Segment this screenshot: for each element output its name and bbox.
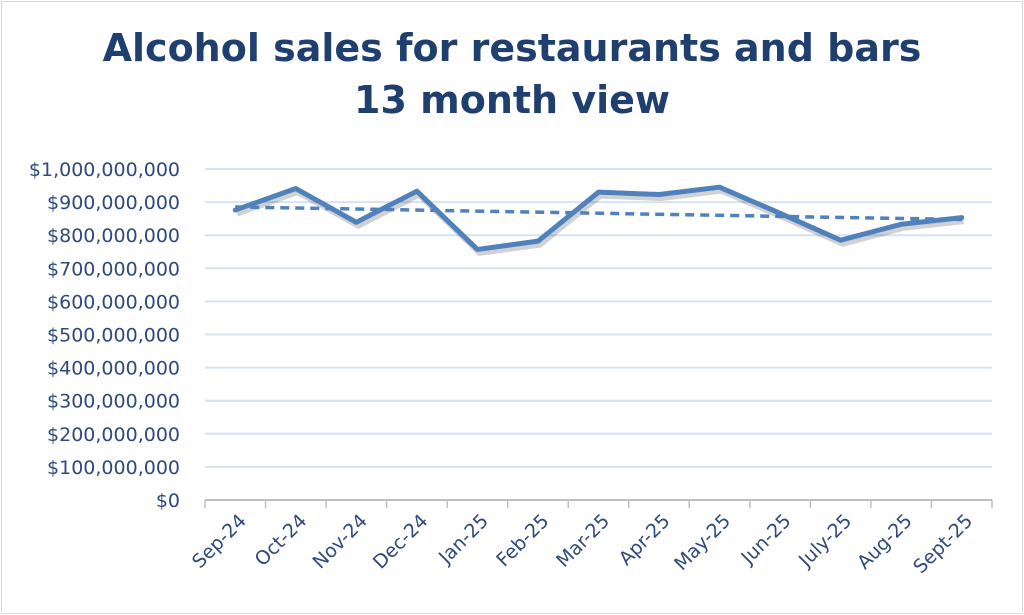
x-tick-label: Apr-25	[615, 510, 675, 570]
data-point	[293, 186, 298, 191]
chart-title: Alcohol sales for restaurants and bars 1…	[0, 22, 1024, 126]
x-tick-label: May-25	[670, 510, 735, 575]
data-point	[414, 189, 419, 194]
chart-title-line-2: 13 month view	[354, 78, 670, 122]
x-tick-label: Jan-25	[434, 510, 493, 569]
y-tick-label: $700,000,000	[47, 258, 180, 280]
y-tick-label: $0	[156, 490, 180, 512]
y-tick-label: $600,000,000	[47, 291, 180, 313]
data-point	[354, 220, 359, 225]
y-tick-label: $800,000,000	[47, 225, 180, 247]
x-tick-label: July-25	[794, 510, 856, 572]
data-point	[717, 185, 722, 190]
data-point	[838, 238, 843, 243]
x-tick-label: Nov-24	[309, 510, 372, 573]
y-tick-label: $900,000,000	[47, 192, 180, 214]
data-point	[778, 211, 783, 216]
y-tick-label: $400,000,000	[47, 358, 180, 380]
x-tick-label: Sep-24	[188, 510, 251, 573]
data-point	[657, 192, 662, 197]
y-tick-label: $500,000,000	[47, 325, 180, 347]
x-tick-label: Mar-25	[552, 510, 614, 572]
x-tick-label: Dec-24	[369, 510, 433, 574]
x-tick-label: Jun-25	[736, 510, 795, 569]
x-tick-label: Sept-25	[909, 510, 977, 578]
data-point	[233, 208, 238, 213]
x-tick-label: Oct-24	[251, 510, 312, 571]
y-tick-label: $300,000,000	[47, 391, 180, 413]
data-point	[596, 190, 601, 195]
y-tick-label: $100,000,000	[47, 457, 180, 479]
y-tick-label: $200,000,000	[47, 424, 180, 446]
data-point	[475, 247, 480, 252]
data-point	[899, 222, 904, 227]
y-tick-label: $1,000,000,000	[29, 159, 180, 181]
chart-title-line-1: Alcohol sales for restaurants and bars	[102, 26, 922, 70]
data-point	[535, 239, 540, 244]
series-line-shadow	[236, 188, 965, 256]
trendline	[235, 205, 962, 222]
data-point	[959, 215, 964, 220]
x-tick-label: Aug-25	[853, 510, 917, 574]
x-tick-label: Feb-25	[492, 510, 553, 571]
